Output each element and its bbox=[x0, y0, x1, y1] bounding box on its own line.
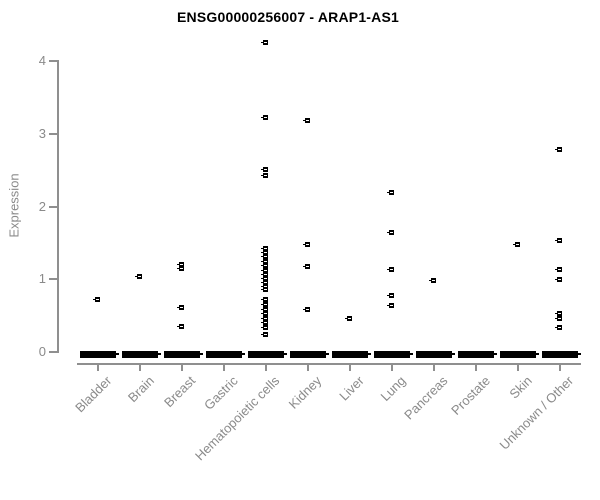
data-point-marker bbox=[261, 250, 268, 255]
data-point-marker bbox=[261, 259, 268, 264]
y-tick-label: 2 bbox=[38, 198, 46, 214]
data-point-marker bbox=[177, 266, 184, 271]
data-point-marker bbox=[177, 324, 184, 329]
data-point-marker bbox=[303, 264, 310, 269]
data-point-marker bbox=[555, 316, 562, 321]
data-point-marker bbox=[261, 284, 268, 289]
x-axis-tick bbox=[265, 364, 267, 371]
data-point-marker bbox=[555, 267, 562, 272]
data-point-marker bbox=[387, 190, 394, 195]
zero-cluster-dash bbox=[500, 351, 539, 358]
zero-cluster-dash bbox=[290, 351, 329, 358]
zero-cluster-dash bbox=[542, 351, 581, 358]
y-tick-label: 0 bbox=[38, 344, 46, 359]
zero-cluster-dash bbox=[164, 351, 203, 358]
data-point-marker bbox=[387, 230, 394, 235]
x-axis-tick bbox=[223, 364, 225, 371]
x-axis-line bbox=[77, 363, 581, 365]
x-category-label: Pancreas bbox=[401, 373, 451, 423]
x-category-label: Liver bbox=[336, 373, 367, 404]
data-point-marker bbox=[261, 115, 268, 120]
data-point-marker bbox=[261, 297, 268, 302]
x-category-label: Lung bbox=[377, 373, 409, 405]
x-axis-tick bbox=[475, 364, 477, 371]
x-axis-tick bbox=[517, 364, 519, 371]
data-point-marker bbox=[303, 118, 310, 123]
x-category-label: Prostate bbox=[447, 373, 493, 418]
data-point-marker bbox=[177, 305, 184, 310]
y-tick-label: 1 bbox=[38, 271, 46, 287]
data-point-marker bbox=[261, 320, 268, 325]
y-axis-tick bbox=[49, 132, 57, 135]
data-point-marker bbox=[261, 272, 268, 277]
y-axis-tick bbox=[49, 351, 57, 353]
x-category-label: Bladder bbox=[72, 373, 115, 416]
data-point-marker bbox=[303, 242, 310, 247]
data-point-marker bbox=[261, 332, 268, 337]
zero-cluster-dash bbox=[416, 351, 455, 358]
x-category-label: Skin bbox=[506, 373, 535, 402]
data-point-marker bbox=[261, 268, 268, 273]
x-category-label: Gastric bbox=[200, 373, 241, 413]
data-point-marker bbox=[345, 316, 352, 321]
data-point-marker bbox=[261, 173, 268, 178]
x-category-label: Kidney bbox=[285, 373, 325, 412]
data-point-marker bbox=[261, 246, 268, 251]
data-point-marker bbox=[135, 274, 142, 279]
y-axis-tick bbox=[49, 205, 57, 208]
data-point-marker bbox=[261, 316, 268, 321]
zero-cluster-dash bbox=[122, 351, 161, 358]
data-point-marker bbox=[387, 303, 394, 308]
data-point-marker bbox=[261, 280, 268, 285]
data-point-marker bbox=[177, 262, 184, 267]
data-point-marker bbox=[261, 287, 268, 292]
x-axis-tick bbox=[97, 364, 99, 371]
data-point-marker bbox=[261, 311, 268, 316]
data-point-marker bbox=[261, 40, 268, 45]
data-point-marker bbox=[555, 147, 562, 152]
data-point-marker bbox=[555, 325, 562, 330]
data-point-marker bbox=[261, 263, 268, 268]
zero-cluster-dash bbox=[374, 351, 413, 358]
x-category-label: Unknown / Other bbox=[497, 373, 577, 453]
y-tick-label: 3 bbox=[38, 125, 46, 141]
x-axis-tick bbox=[391, 364, 393, 371]
y-axis-line bbox=[57, 60, 59, 353]
zero-cluster-dash bbox=[248, 351, 287, 358]
y-tick-label: 4 bbox=[38, 53, 46, 68]
data-point-marker bbox=[261, 254, 268, 259]
data-point-marker bbox=[387, 267, 394, 272]
zero-cluster-dash bbox=[80, 351, 119, 358]
data-point-marker bbox=[261, 325, 268, 330]
data-point-marker bbox=[387, 293, 394, 298]
data-point-marker bbox=[261, 276, 268, 281]
x-axis-tick bbox=[433, 364, 435, 371]
data-point-marker bbox=[513, 242, 520, 247]
chart-title: ENSG00000256007 - ARAP1-AS1 bbox=[177, 9, 399, 25]
data-point-marker bbox=[261, 307, 268, 312]
data-point-marker bbox=[555, 277, 562, 282]
zero-cluster-dash bbox=[206, 351, 245, 358]
data-point-marker bbox=[303, 307, 310, 312]
data-point-marker bbox=[555, 238, 562, 243]
data-point-marker bbox=[93, 297, 100, 302]
data-point-marker bbox=[429, 278, 436, 283]
y-axis-tick bbox=[49, 278, 57, 281]
data-point-marker bbox=[261, 167, 268, 172]
y-axis-tick bbox=[49, 60, 57, 62]
x-category-label: Breast bbox=[161, 373, 199, 411]
data-point-marker bbox=[261, 302, 268, 307]
x-axis-tick bbox=[139, 364, 141, 371]
x-axis-tick bbox=[307, 364, 309, 371]
data-point-marker bbox=[555, 311, 562, 316]
zero-cluster-dash bbox=[458, 351, 497, 358]
x-axis-tick bbox=[181, 364, 183, 371]
x-category-label: Brain bbox=[124, 373, 157, 406]
x-axis-tick bbox=[349, 364, 351, 371]
zero-cluster-dash bbox=[332, 351, 371, 358]
x-axis-tick bbox=[559, 364, 561, 371]
